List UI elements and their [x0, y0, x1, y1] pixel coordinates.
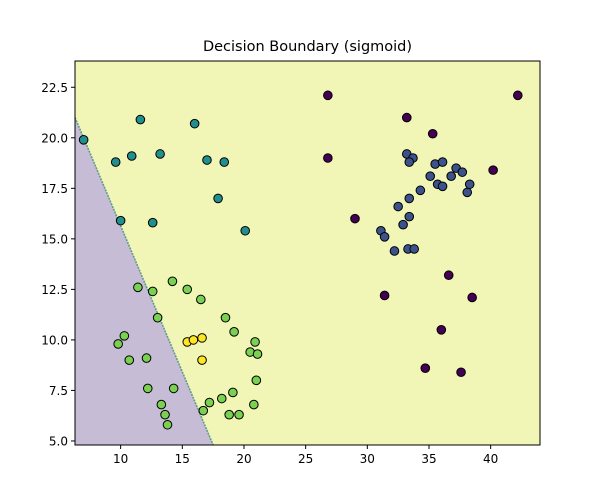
scatter-point-s3-13 — [250, 337, 260, 347]
scatter-point-s3-18 — [216, 393, 227, 404]
scatter-point-s3-20 — [204, 397, 215, 408]
y-axis: 5.0 7.5 10.0 12.5 15.0 17.5 20.0 22.5 — [41, 81, 75, 448]
scatter-point-s1-10 — [437, 181, 448, 192]
scatter-point-s3-6 — [220, 312, 231, 323]
scatter-point-s0-3 — [427, 128, 438, 139]
scatter-point-s0-11 — [420, 363, 431, 374]
scatter-point-s0-2 — [401, 112, 412, 123]
scatter-point-s2-6 — [202, 155, 212, 165]
scatter-point-s2-11 — [240, 225, 251, 236]
scatter-point-s3-0 — [133, 282, 143, 293]
scatter-point-s3-17 — [251, 375, 262, 386]
scatter-point-s2-9 — [115, 215, 126, 226]
x-axis: 10 15 20 25 30 35 40 — [113, 445, 498, 466]
axes-frame — [74, 60, 541, 446]
y-tick-label: 7.5 — [49, 384, 68, 398]
scatter-point-s1-2 — [404, 157, 415, 167]
y-tick-label: 12.5 — [41, 283, 68, 297]
scatter-point-s2-3 — [110, 157, 121, 167]
scatter-point-s4-2 — [197, 333, 207, 343]
scatter-point-s0-12 — [456, 367, 466, 378]
plot-area — [74, 60, 541, 446]
scatter-point-s3-23 — [160, 409, 170, 420]
scatter-point-s3-5 — [152, 312, 163, 323]
scatter-point-s2-4 — [126, 151, 137, 161]
scatter-point-s3-11 — [141, 353, 152, 363]
scatter-point-s0-6 — [488, 165, 498, 175]
scatter-point-s0-0 — [323, 90, 333, 101]
scatter-point-s3-8 — [119, 331, 130, 341]
x-tick-label: 40 — [483, 452, 498, 466]
scatter-point-s1-19 — [379, 232, 390, 242]
scatter-point-s3-10 — [124, 355, 135, 365]
scatter-point-s3-2 — [167, 276, 178, 287]
scatter-point-s3-7 — [229, 327, 239, 337]
scatter-point-s1-7 — [446, 171, 456, 181]
scatter-point-s1-11 — [464, 179, 475, 190]
scatter-point-s1-6 — [457, 167, 468, 177]
scatter-point-s4-1 — [188, 335, 199, 345]
scatter-point-s0-8 — [443, 270, 454, 281]
scatter-point-s1-14 — [404, 193, 415, 204]
y-tick-label: 20.0 — [41, 131, 68, 145]
scatter-point-s1-22 — [389, 246, 400, 256]
scatter-point-s2-7 — [219, 157, 230, 167]
scatter-point-s0-10 — [436, 325, 447, 335]
scatter-point-s1-21 — [409, 244, 419, 254]
x-tick-label: 15 — [175, 452, 190, 466]
scatter-point-s3-24 — [224, 409, 234, 420]
scatter-point-s1-17 — [398, 219, 408, 230]
scatter-point-s3-22 — [198, 405, 209, 416]
decision-boundary-line — [74, 117, 214, 446]
scatter-point-s2-0 — [78, 135, 89, 145]
y-tick-label: 22.5 — [41, 81, 68, 95]
x-tick-label: 35 — [421, 452, 436, 466]
scatter-point-s3-19 — [228, 387, 238, 398]
x-tick-label: 20 — [236, 452, 251, 466]
scatter-point-s3-4 — [196, 294, 206, 305]
scatter-point-s3-14 — [252, 349, 263, 359]
scatter-point-s2-1 — [135, 114, 146, 125]
scatter-point-s3-16 — [168, 383, 179, 394]
scatter-point-s1-15 — [393, 201, 403, 212]
scatter-point-s3-21 — [156, 399, 167, 410]
scatter-point-s1-12 — [415, 185, 426, 196]
scatter-point-s3-26 — [249, 399, 259, 410]
scatter-point-s0-9 — [467, 292, 477, 303]
scatter-point-s0-1 — [512, 90, 523, 101]
scatter-point-s3-15 — [142, 383, 153, 394]
scatter-point-s2-5 — [155, 149, 165, 159]
scatter-point-s0-5 — [350, 213, 360, 224]
scatter-point-s3-3 — [182, 284, 193, 295]
scatter-point-s3-27 — [162, 419, 173, 430]
chart-title: Decision Boundary (sigmoid) — [203, 39, 412, 55]
scatter-point-s2-2 — [189, 118, 200, 129]
scatter-point-s1-4 — [437, 157, 448, 167]
class-0-region — [75, 117, 214, 445]
y-tick-label: 10.0 — [41, 333, 68, 347]
scatter-point-s3-1 — [147, 286, 158, 297]
y-tick-label: 17.5 — [41, 182, 68, 196]
x-tick-label: 25 — [298, 452, 313, 466]
scatter-point-s2-10 — [147, 217, 158, 228]
x-tick-label: 10 — [113, 452, 128, 466]
scatter-point-s1-16 — [404, 211, 415, 222]
scatter-point-s1-13 — [462, 187, 473, 198]
y-tick-label: 15.0 — [41, 232, 68, 246]
scatter-point-s0-4 — [323, 153, 333, 163]
scatter-point-s0-7 — [379, 290, 390, 301]
y-tick-label: 5.0 — [49, 434, 68, 448]
scatter-point-s3-9 — [113, 339, 123, 349]
scatter-point-s1-8 — [425, 171, 436, 181]
scatter-point-s2-8 — [213, 193, 223, 204]
scatter-point-s3-25 — [234, 409, 244, 420]
x-tick-label: 30 — [360, 452, 375, 466]
scatter-point-s4-3 — [197, 355, 207, 365]
